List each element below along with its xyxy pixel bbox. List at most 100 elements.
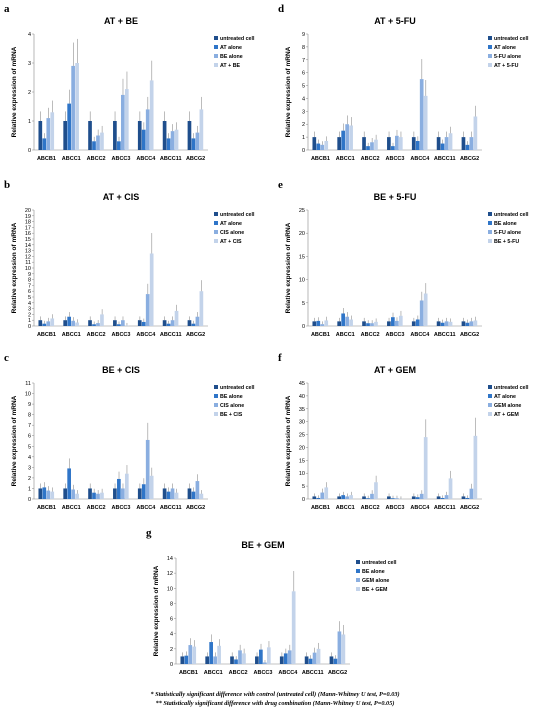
x-tick-label: ABCC4	[136, 156, 156, 162]
legend-label: AT + CIS	[220, 239, 242, 245]
legend-swatch	[488, 230, 492, 234]
legend-swatch	[488, 36, 492, 40]
chart-panel-b: AT + CIS Relative expression of mRNA 0 1 2 3 4…	[8, 188, 270, 346]
y-tick-label: 2	[28, 312, 31, 318]
bar	[320, 144, 325, 150]
legend-swatch	[214, 239, 218, 243]
x-tick-label: ABCG2	[460, 505, 479, 511]
y-tick-label: 4	[28, 32, 31, 38]
bar	[137, 488, 142, 499]
bar	[263, 662, 267, 664]
legend-swatch	[488, 45, 492, 49]
bar	[461, 496, 466, 499]
legend-swatch	[214, 54, 218, 58]
x-tick-label: ABCC1	[336, 332, 355, 338]
legend-swatch	[356, 587, 360, 591]
x-tick-label: ABCC2	[361, 505, 380, 511]
legend-swatch	[214, 63, 218, 67]
bar	[199, 109, 204, 150]
legend-swatch	[214, 412, 218, 416]
y-tick-label: 15	[299, 254, 305, 260]
bar	[71, 65, 75, 150]
y-axis-label: Relative expression of mRNA	[11, 222, 18, 313]
y-tick-label: 1	[28, 119, 31, 125]
y-tick-label: 25	[299, 433, 305, 439]
bar	[75, 493, 79, 499]
bar	[124, 325, 129, 326]
y-tick-label: 3	[28, 465, 31, 471]
x-tick-label: ABCG2	[186, 156, 205, 162]
bar	[187, 121, 192, 150]
bar	[349, 319, 353, 326]
bar	[46, 321, 51, 326]
y-tick-label: 13	[25, 249, 31, 255]
legend-swatch	[214, 403, 218, 407]
legend-swatch	[214, 36, 218, 40]
bar	[469, 321, 474, 326]
bar	[174, 492, 179, 499]
y-tick-label: 4	[302, 96, 305, 102]
legend-label: AT alone	[494, 394, 516, 400]
bar	[411, 496, 416, 499]
bar	[209, 642, 213, 664]
x-tick-label: ABCC3	[112, 332, 131, 338]
bar	[42, 138, 47, 150]
bar	[96, 493, 100, 499]
bar	[238, 650, 242, 664]
y-tick-label: 10	[299, 471, 305, 477]
y-tick-label: 18	[25, 220, 31, 226]
bar	[67, 468, 71, 499]
legend-swatch	[488, 385, 492, 389]
y-tick-label: 5	[302, 484, 305, 490]
x-tick-label: ABCG2	[328, 670, 347, 676]
bar	[71, 489, 75, 499]
x-tick-label: ABCC2	[87, 505, 106, 511]
x-tick-label: ABCC2	[229, 670, 248, 676]
bar	[473, 435, 478, 499]
bar	[333, 658, 338, 664]
bar	[162, 320, 167, 326]
bar	[374, 482, 378, 499]
bar	[465, 144, 470, 150]
legend-swatch	[356, 569, 360, 573]
chart-svg-c: BE + CIS Relative expression of mRNA 0 1 2 3 4…	[11, 365, 255, 511]
panel-letter-f: f	[278, 352, 282, 364]
bar	[38, 320, 43, 326]
x-tick-label: ABCC1	[336, 156, 355, 162]
y-tick-label: 10	[167, 586, 173, 592]
bar	[174, 129, 179, 150]
chart-title: AT + CIS	[103, 192, 140, 202]
bar	[279, 656, 284, 664]
legend-swatch	[356, 560, 360, 564]
bar	[191, 491, 196, 499]
x-tick-label: ABCC11	[160, 505, 182, 511]
bar	[234, 659, 238, 664]
bar	[391, 498, 395, 499]
bar	[92, 324, 96, 326]
bar	[391, 146, 395, 150]
bar	[170, 320, 175, 326]
bar	[88, 320, 92, 326]
bar	[145, 294, 150, 326]
y-tick-label: 16	[25, 231, 31, 237]
chart-panel-f: AT + GEM Relative expression of mRNA 0 5 10 1…	[282, 361, 544, 519]
y-tick-label: 40	[299, 394, 305, 400]
bar	[316, 320, 321, 326]
x-tick-label: ABCC4	[136, 332, 156, 338]
bar	[50, 112, 55, 150]
bar	[312, 496, 317, 499]
bar	[308, 658, 313, 664]
bar	[324, 140, 329, 150]
x-tick-label: ABCC2	[87, 332, 106, 338]
y-tick-label: 10	[25, 266, 31, 272]
legend-label: 5-FU alone	[494, 54, 521, 60]
bar	[345, 316, 349, 326]
legend-swatch	[214, 221, 218, 225]
legend-swatch	[488, 221, 492, 225]
x-tick-label: ABCC3	[386, 505, 405, 511]
x-tick-label: ABCC1	[204, 670, 223, 676]
bar	[149, 253, 154, 326]
bar	[170, 131, 175, 150]
bar	[180, 656, 185, 664]
bar	[121, 94, 125, 150]
